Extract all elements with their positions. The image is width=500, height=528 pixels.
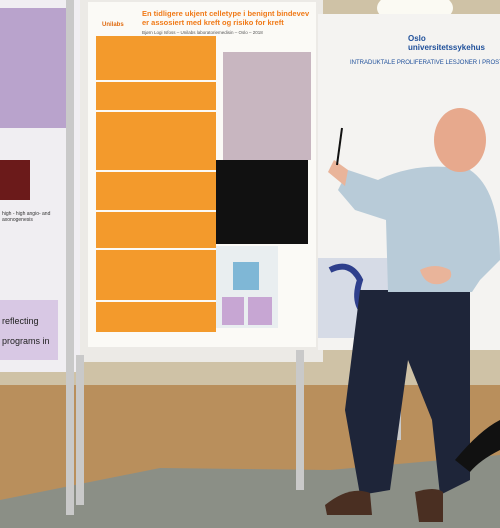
logo: Oslo universitetssykehus xyxy=(408,34,485,53)
cell xyxy=(222,297,244,325)
board-post xyxy=(76,355,84,505)
hand xyxy=(420,266,452,285)
poster-author: Bjørn Logi Isfoss – Unilabs laboratoriem… xyxy=(142,30,263,35)
histology-images xyxy=(223,52,311,160)
poster-text: programs in xyxy=(2,336,50,346)
fluorescence-image xyxy=(216,160,308,244)
poster-text: reflecting xyxy=(2,316,39,326)
hand xyxy=(328,160,348,186)
logo: Unilabs xyxy=(102,22,124,28)
shoe xyxy=(415,489,443,522)
left-panel xyxy=(0,8,74,128)
shirt xyxy=(338,166,500,292)
trousers xyxy=(345,290,470,495)
head xyxy=(434,108,486,172)
pointer xyxy=(336,127,343,166)
orange-sections xyxy=(96,36,216,332)
board-post xyxy=(66,0,74,515)
poster-text: high - high angio- and axonogenesis xyxy=(2,211,51,223)
poster-title: INTRADUKTALE PROLIFERATIVE LESJONER I PR… xyxy=(350,60,500,66)
left-image xyxy=(0,160,30,200)
shoe xyxy=(325,490,372,515)
cell xyxy=(233,262,259,290)
board-post xyxy=(296,350,304,490)
other-person-leg xyxy=(455,420,500,472)
cell xyxy=(248,297,272,325)
left-panel xyxy=(0,300,58,360)
poster-title: En tidligere ukjent celletype i benignt … xyxy=(142,9,310,27)
